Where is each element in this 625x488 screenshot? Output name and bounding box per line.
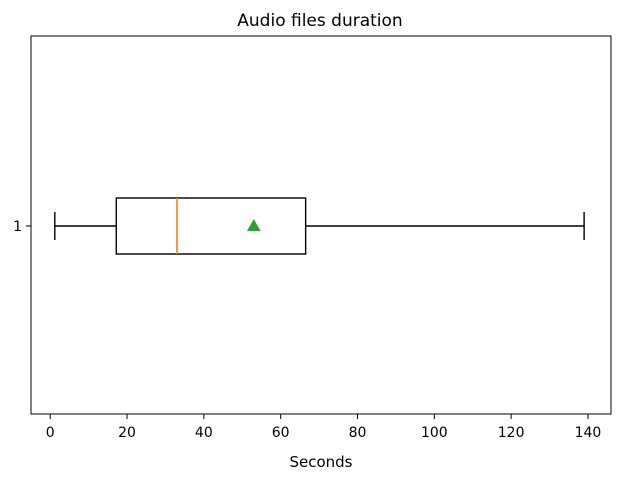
x-tick-label: 120 (498, 425, 525, 441)
x-tick-label: 80 (349, 425, 367, 441)
chart-title: Audio files duration (237, 11, 402, 31)
x-axis-label: Seconds (289, 453, 352, 471)
plot-area-frame (30, 35, 612, 415)
y-tick-label: 1 (13, 219, 22, 235)
x-tick-label: 100 (421, 425, 448, 441)
box-series (54, 197, 585, 255)
mean-marker (246, 218, 261, 232)
x-tick-label: 0 (46, 425, 55, 441)
interquartile-box (115, 197, 307, 255)
x-tick-label: 20 (118, 425, 136, 441)
y-axis: 1 (13, 219, 31, 235)
x-tick-label: 40 (195, 425, 213, 441)
x-tick-label: 60 (272, 425, 290, 441)
x-tick-label: 140 (575, 425, 602, 441)
x-axis: 0 20 40 60 80 100 120 140 (46, 414, 602, 441)
